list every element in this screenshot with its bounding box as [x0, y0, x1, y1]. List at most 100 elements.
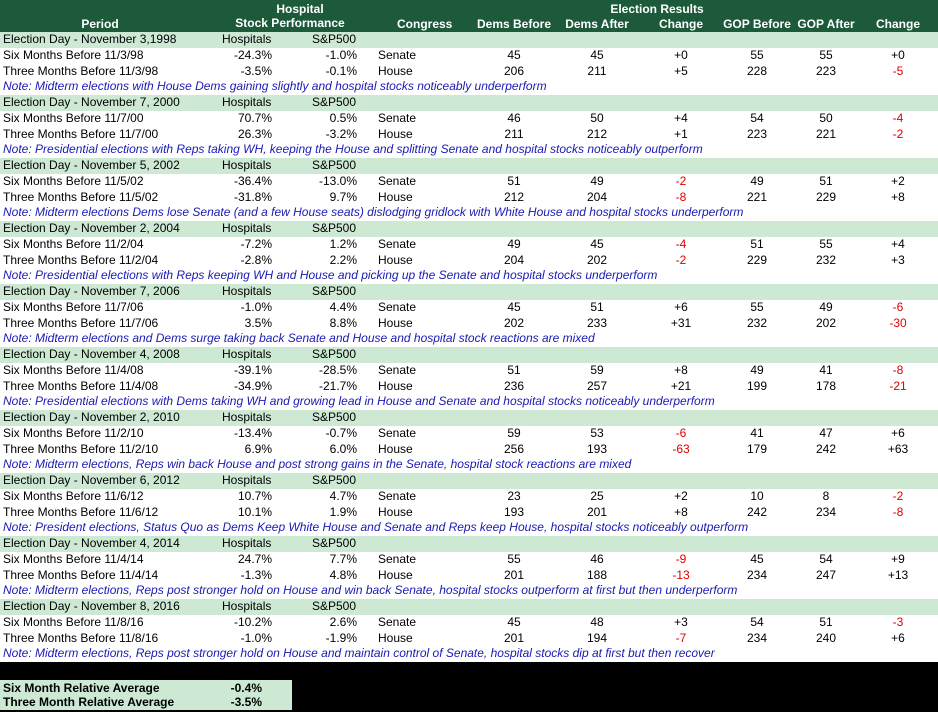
sp500-perf: 4.4% — [329, 299, 357, 314]
period: Three Months Before 11/4/14 — [3, 567, 159, 582]
congress: Senate — [378, 425, 417, 440]
header-column: GOP Before — [723, 17, 791, 31]
seats: 234 — [746, 630, 768, 645]
seats: 202 — [586, 252, 608, 267]
period: Three Months Before 11/5/02 — [3, 189, 159, 204]
period: Six Months Before 11/2/10 — [3, 425, 144, 440]
note: Note: Midterm elections with House Dems … — [3, 79, 547, 94]
header-election-results: Election Results — [610, 2, 704, 16]
note: Note: President elections, Status Quo as… — [3, 520, 749, 535]
sp500-perf: -0.1% — [325, 63, 357, 78]
congress: Senate — [378, 236, 417, 251]
hospital-perf: -24.3% — [233, 47, 272, 62]
header-column: GOP After — [797, 17, 855, 31]
change: -4 — [675, 236, 687, 251]
change: +8 — [891, 189, 905, 204]
election-day: Election Day - November 2, 2010 — [3, 410, 180, 424]
sp500-perf: -21.7% — [318, 378, 357, 393]
seats: 221 — [815, 126, 837, 141]
sp500-perf: -13.0% — [318, 173, 357, 188]
change: +4 — [674, 110, 688, 125]
seats: 211 — [587, 63, 607, 78]
sp500-label: S&P500 — [312, 410, 357, 424]
summary-value: -0.4% — [230, 681, 262, 695]
seats: 202 — [503, 315, 525, 330]
congress: House — [378, 441, 413, 456]
seats: 51 — [819, 173, 833, 188]
hospital-perf: 70.7% — [237, 110, 272, 125]
note-row — [0, 520, 938, 536]
seats: 51 — [819, 614, 833, 629]
change: -6 — [675, 425, 687, 440]
sp500-perf: -28.5% — [318, 362, 357, 377]
congress: House — [378, 630, 413, 645]
change: +1 — [674, 126, 688, 141]
election-day-row — [0, 347, 938, 363]
sp500-label: S&P500 — [312, 473, 357, 487]
change: +63 — [887, 441, 909, 456]
congress: Senate — [378, 488, 417, 503]
change: +0 — [674, 47, 688, 62]
data-row — [0, 126, 938, 143]
sp500-label: S&P500 — [312, 95, 357, 109]
data-row — [0, 63, 938, 80]
note: Note: Presidential elections with Reps t… — [3, 142, 703, 157]
seats: 51 — [507, 362, 521, 377]
seats: 221 — [746, 189, 768, 204]
period: Six Months Before 11/2/04 — [3, 236, 144, 251]
note-row — [0, 331, 938, 347]
seats: 247 — [815, 567, 837, 582]
seats: 236 — [503, 378, 525, 393]
seats: 228 — [746, 63, 768, 78]
note-row — [0, 646, 938, 662]
sp500-perf: -3.2% — [325, 126, 357, 141]
seats: 229 — [746, 252, 768, 267]
congress: House — [378, 189, 413, 204]
change: +31 — [670, 315, 692, 330]
seats: 46 — [590, 551, 604, 566]
seats: 45 — [507, 614, 521, 629]
hospital-perf: -13.4% — [233, 425, 272, 440]
data-row — [0, 110, 938, 127]
change: +6 — [674, 299, 688, 314]
hospital-perf: -1.0% — [240, 630, 272, 645]
hospital-perf: -36.4% — [233, 173, 272, 188]
change: +6 — [891, 630, 905, 645]
data-row — [0, 425, 938, 442]
header-hospital: Hospital — [276, 2, 324, 16]
sp500-perf: 1.2% — [329, 236, 357, 251]
seats: 232 — [746, 315, 768, 330]
change: +8 — [674, 362, 688, 377]
data-row — [0, 362, 938, 379]
congress: Senate — [378, 362, 417, 377]
seats: 234 — [815, 504, 837, 519]
hospital-perf: 10.7% — [237, 488, 272, 503]
seats: 8 — [822, 488, 830, 503]
congress: Senate — [378, 551, 417, 566]
period: Three Months Before 11/3/98 — [3, 63, 159, 78]
summary-box — [0, 680, 292, 710]
election-day-row — [0, 95, 938, 111]
seats: 201 — [503, 567, 525, 582]
seats: 242 — [815, 441, 837, 456]
election-day: Election Day - November 7, 2006 — [3, 284, 180, 298]
sp500-perf: 9.7% — [329, 189, 357, 204]
congress: Senate — [378, 614, 417, 629]
sp500-perf: 8.8% — [329, 315, 357, 330]
congress: House — [378, 63, 413, 78]
data-row — [0, 299, 938, 316]
hospitals-label: Hospitals — [222, 284, 272, 298]
seats: 201 — [503, 630, 525, 645]
seats: 46 — [507, 110, 521, 125]
period: Six Months Before 11/7/00 — [3, 110, 144, 125]
seats: 23 — [507, 488, 521, 503]
hospital-perf: -1.3% — [240, 567, 272, 582]
period: Three Months Before 11/2/04 — [3, 252, 159, 267]
election-day: Election Day - November 5, 2002 — [3, 158, 180, 172]
seats: 55 — [750, 299, 764, 314]
seats: 49 — [590, 173, 604, 188]
period: Six Months Before 11/4/14 — [3, 551, 144, 566]
hospital-perf: 3.5% — [244, 315, 272, 330]
hospitals-label: Hospitals — [222, 599, 272, 613]
